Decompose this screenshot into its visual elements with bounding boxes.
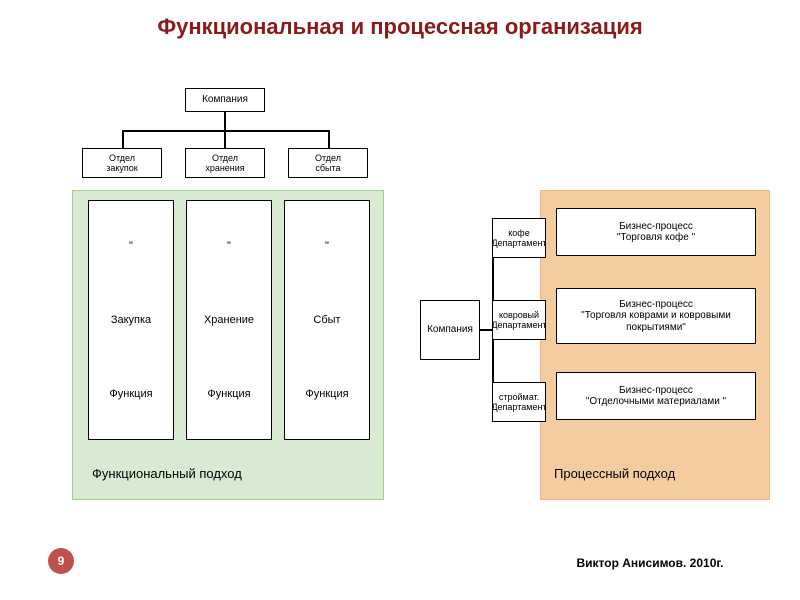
dept-node-top: строймат. [499,392,539,402]
company-label-right: Компания [427,324,473,336]
process-box: Бизнес-процесс "Торговля кофе " [556,208,756,256]
dept-box: Отдел сбыта [288,148,368,178]
process-box: Бизнес-процесс "Отделочными материалами … [556,372,756,420]
dept-node-bottom: Департамент [492,238,546,248]
col-line: " [129,240,133,253]
company-label-left: Компания [202,94,248,106]
dept-node-bottom: Департамент [492,320,546,330]
footer-credit: Виктор Анисимов. 2010г. [520,556,780,576]
process-label: Бизнес-процесс "Торговля кофе " [617,221,695,244]
dept-label: Отдел хранения [205,153,244,174]
process-box: Бизнес-процесс "Торговля коврами и ковро… [556,288,756,344]
company-box-right: Компания [420,300,480,360]
dept-node-top: ковровый [499,310,539,320]
diagram-canvas: Функциональная и процессная организация … [0,0,800,600]
page-number-badge: 9 [48,548,74,574]
col-line: Сбыт [313,314,340,327]
process-label: Бизнес-процесс "Торговля коврами и ковро… [561,299,751,334]
company-box-left: Компания [185,88,265,112]
connector-line [122,130,124,148]
page-title: Функциональная и процессная организация [0,0,800,46]
page-number: 9 [58,554,65,568]
dept-box: Отдел хранения [185,148,265,178]
process-label: Бизнес-процесс "Отделочными материалами … [586,385,726,408]
col-line: Функция [109,388,152,401]
process-panel-label: Процессный подход [554,466,764,490]
col-line: " [227,240,231,253]
function-column: " Сбыт Функция [284,200,370,440]
dept-box: Отдел закупок [82,148,162,178]
dept-node: строймат. Департамент [492,382,546,422]
col-line: Функция [305,388,348,401]
col-line: " [325,240,329,253]
dept-label: Отдел закупок [106,153,138,174]
function-column: " Хранение Функция [186,200,272,440]
connector-line [224,130,226,148]
connector-line [328,130,330,148]
col-line: Функция [207,388,250,401]
function-column: " Закупка Функция [88,200,174,440]
dept-node-bottom: Департамент [492,402,546,412]
col-line: Хранение [204,314,254,327]
col-line: Закупка [111,314,151,327]
dept-node: кофе Департамент [492,218,546,258]
dept-label: Отдел сбыта [315,153,341,174]
dept-node-top: кофе [508,228,529,238]
connector-line [224,112,226,132]
dept-node: ковровый Департамент [492,300,546,340]
functional-panel-label: Функциональный подход [92,466,364,490]
